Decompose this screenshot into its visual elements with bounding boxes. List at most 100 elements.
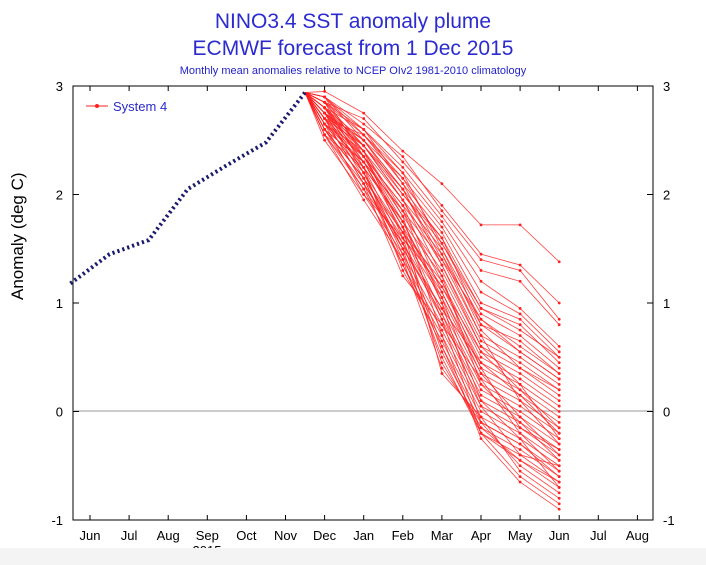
forecast-member-line xyxy=(304,92,560,494)
forecast-point xyxy=(401,187,405,191)
forecast-point xyxy=(479,323,483,327)
x-tick-label: Apr xyxy=(471,528,492,543)
forecast-point xyxy=(440,301,444,305)
forecast-point xyxy=(440,317,444,321)
forecast-point xyxy=(557,377,561,381)
forecast-member-line xyxy=(304,92,560,358)
y-tick-label-left: 2 xyxy=(56,188,63,203)
forecast-point xyxy=(440,182,444,186)
forecast-point xyxy=(479,312,483,316)
forecast-point xyxy=(557,399,561,403)
forecast-point xyxy=(401,171,405,175)
forecast-point xyxy=(323,133,326,137)
legend-marker xyxy=(95,104,99,108)
forecast-point xyxy=(401,182,405,186)
forecast-point xyxy=(557,448,561,451)
forecast-point xyxy=(401,165,405,169)
forecast-point xyxy=(440,231,444,234)
forecast-point xyxy=(440,296,444,299)
forecast-point xyxy=(557,496,561,500)
forecast-point xyxy=(557,410,561,413)
forecast-point xyxy=(557,260,561,264)
forecast-point xyxy=(362,171,366,175)
x-tick-label: Aug xyxy=(626,528,649,543)
x-tick-label: Mar xyxy=(431,528,454,543)
forecast-point xyxy=(557,502,561,506)
forecast-point xyxy=(518,420,522,424)
forecast-point xyxy=(557,491,561,495)
forecast-point xyxy=(323,106,326,110)
forecast-point xyxy=(518,323,522,327)
forecast-point xyxy=(518,480,522,484)
forecast-point xyxy=(440,285,444,289)
forecast-point xyxy=(479,258,483,261)
forecast-point xyxy=(518,393,522,397)
forecast-point xyxy=(557,437,561,441)
forecast-point xyxy=(557,404,561,408)
forecast-point xyxy=(518,458,522,462)
forecast-point xyxy=(479,372,483,375)
forecast-point xyxy=(557,393,561,397)
forecast-member-line xyxy=(304,92,560,380)
forecast-point xyxy=(557,355,561,359)
forecast-point xyxy=(479,382,483,386)
forecast-point xyxy=(401,209,405,213)
forecast-point xyxy=(440,366,444,370)
forecast-point xyxy=(401,155,405,158)
forecast-member-line xyxy=(304,92,560,450)
y-tick-label-left: 0 xyxy=(56,405,63,420)
forecast-point xyxy=(440,274,444,278)
forecast-point xyxy=(518,307,522,310)
forecast-point xyxy=(518,431,522,435)
forecast-point xyxy=(518,269,522,272)
forecast-point xyxy=(401,193,405,196)
observed-line xyxy=(69,91,307,286)
forecast-point xyxy=(440,307,444,310)
forecast-point xyxy=(440,339,444,343)
forecast-member-line xyxy=(304,92,560,456)
forecast-point xyxy=(479,317,483,321)
forecast-point xyxy=(557,475,561,478)
forecast-member-line xyxy=(304,92,560,380)
forecast-point xyxy=(479,388,483,392)
forecast-point xyxy=(401,176,405,180)
forecast-point xyxy=(440,328,444,332)
forecast-point xyxy=(401,149,405,153)
forecast-point xyxy=(440,361,444,365)
forecast-point xyxy=(518,410,522,413)
forecast-point xyxy=(401,263,405,267)
forecast-point xyxy=(518,279,522,283)
forecast-point xyxy=(401,252,405,256)
forecast-point xyxy=(401,225,405,229)
y-tick-label-left: 1 xyxy=(56,296,63,311)
forecast-point xyxy=(557,361,561,365)
forecast-point xyxy=(401,269,405,272)
forecast-member-line xyxy=(305,91,560,263)
forecast-point xyxy=(518,464,522,468)
y-tick-label-right: 0 xyxy=(663,405,670,420)
chart-description: Monthly mean anomalies relative to NCEP … xyxy=(179,65,527,77)
forecast-point xyxy=(479,350,483,354)
forecast-point xyxy=(362,149,366,153)
x-tick-label: Dec xyxy=(313,528,337,543)
forecast-point xyxy=(518,453,522,457)
forecast-point xyxy=(479,377,483,381)
x-tick-label: Jun xyxy=(80,528,101,543)
forecast-point xyxy=(479,420,483,424)
forecast-member-line xyxy=(304,92,560,510)
forecast-point xyxy=(401,241,405,245)
forecast-point xyxy=(362,144,366,148)
forecast-point xyxy=(557,442,561,446)
forecast-point xyxy=(557,345,561,348)
forecast-member-line xyxy=(304,92,560,347)
forecast-point xyxy=(362,155,366,158)
forecast-point xyxy=(362,122,366,126)
forecast-point xyxy=(401,220,405,224)
forecast-point xyxy=(362,160,366,164)
forecast-point xyxy=(323,127,326,131)
forecast-point xyxy=(362,176,366,180)
forecast-point xyxy=(557,388,561,392)
forecast-point xyxy=(479,431,483,435)
forecast-point xyxy=(479,355,483,359)
